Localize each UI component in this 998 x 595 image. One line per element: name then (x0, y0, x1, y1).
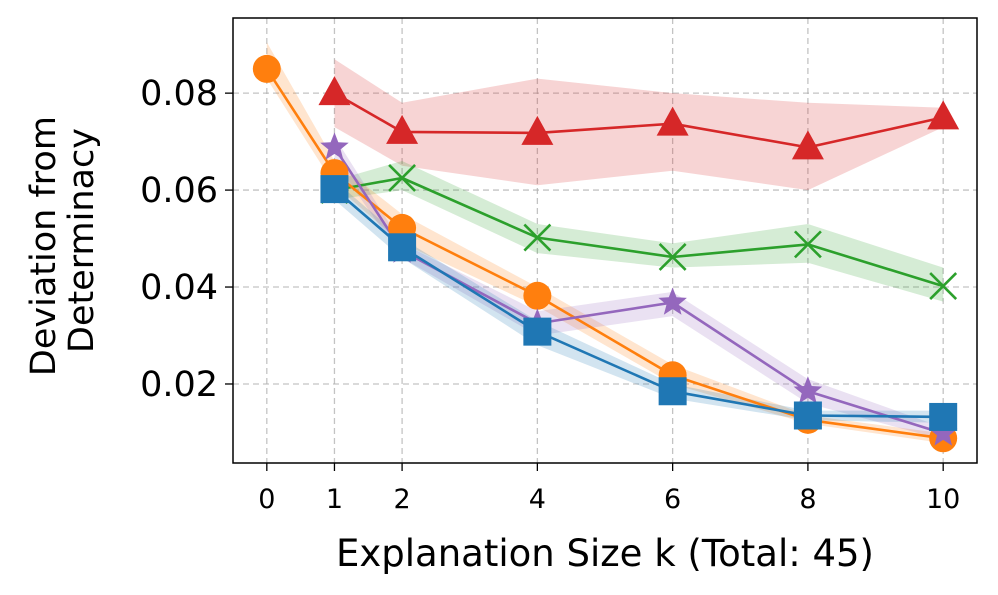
green-x-point (929, 272, 958, 300)
series-markers (252, 54, 960, 453)
x-axis-label: Explanation Size k (Total: 45) (336, 532, 874, 575)
x-tick-label: 1 (326, 484, 343, 515)
green-x-point (523, 223, 552, 252)
red-triangle-point (656, 106, 689, 136)
blue-square-point (320, 175, 349, 204)
x-tick-label: 6 (664, 484, 681, 515)
y-tick-label: 0.04 (140, 268, 218, 308)
purple-star-band (334, 136, 944, 440)
y-axis-label-line-2: Determinacy (62, 128, 102, 353)
axis-ticks: 0 1 2 4 6 8 10 0.02 0.04 0.06 0.08 (140, 74, 960, 515)
green-x-point-stroke (388, 164, 417, 192)
blue-square-band (334, 180, 944, 423)
blue-square-point (523, 317, 552, 346)
x-tick-label: 0 (258, 484, 275, 515)
x-tick-label: 10 (926, 484, 960, 515)
green-x-point-stroke (658, 243, 687, 271)
green-x-point-stroke (523, 223, 552, 252)
red-triangle-point (318, 76, 351, 106)
green-x-point-stroke (793, 230, 822, 259)
red-triangle-point (927, 100, 960, 130)
x-tick-label: 4 (529, 484, 546, 515)
purple-star-point (928, 418, 958, 446)
red-triangle-point (791, 130, 824, 160)
y-axis-label: Deviation from Determinacy (24, 105, 102, 376)
y-axis-label-line-1: Deviation from (24, 116, 64, 376)
purple-star-point (658, 287, 687, 315)
red-triangle-point (521, 115, 554, 145)
red-triangle-band (334, 59, 944, 191)
plot-frame (232, 17, 978, 464)
green-x-point-stroke (929, 272, 958, 300)
orange-circle-point (252, 54, 281, 83)
blue-square-point (388, 233, 417, 262)
green-x-point (793, 230, 822, 259)
blue-square-point (929, 402, 958, 431)
red-triangle-line (333, 91, 944, 149)
y-tick-label: 0.08 (140, 74, 218, 114)
green-x-point (388, 164, 417, 192)
green-x-point (658, 243, 687, 271)
x-tick-label: 2 (393, 484, 410, 515)
x-tick-label: 8 (799, 484, 816, 515)
blue-square-point (658, 377, 687, 406)
red-triangle-point (386, 114, 419, 144)
blue-square-point (793, 401, 822, 430)
purple-star-point (793, 376, 823, 404)
orange-circle-point (523, 281, 552, 310)
purple-star-point (320, 132, 349, 160)
green-x-line (334, 176, 944, 288)
y-tick-label: 0.06 (140, 171, 218, 211)
y-tick-label: 0.02 (140, 365, 218, 405)
green-x-band (334, 161, 944, 302)
